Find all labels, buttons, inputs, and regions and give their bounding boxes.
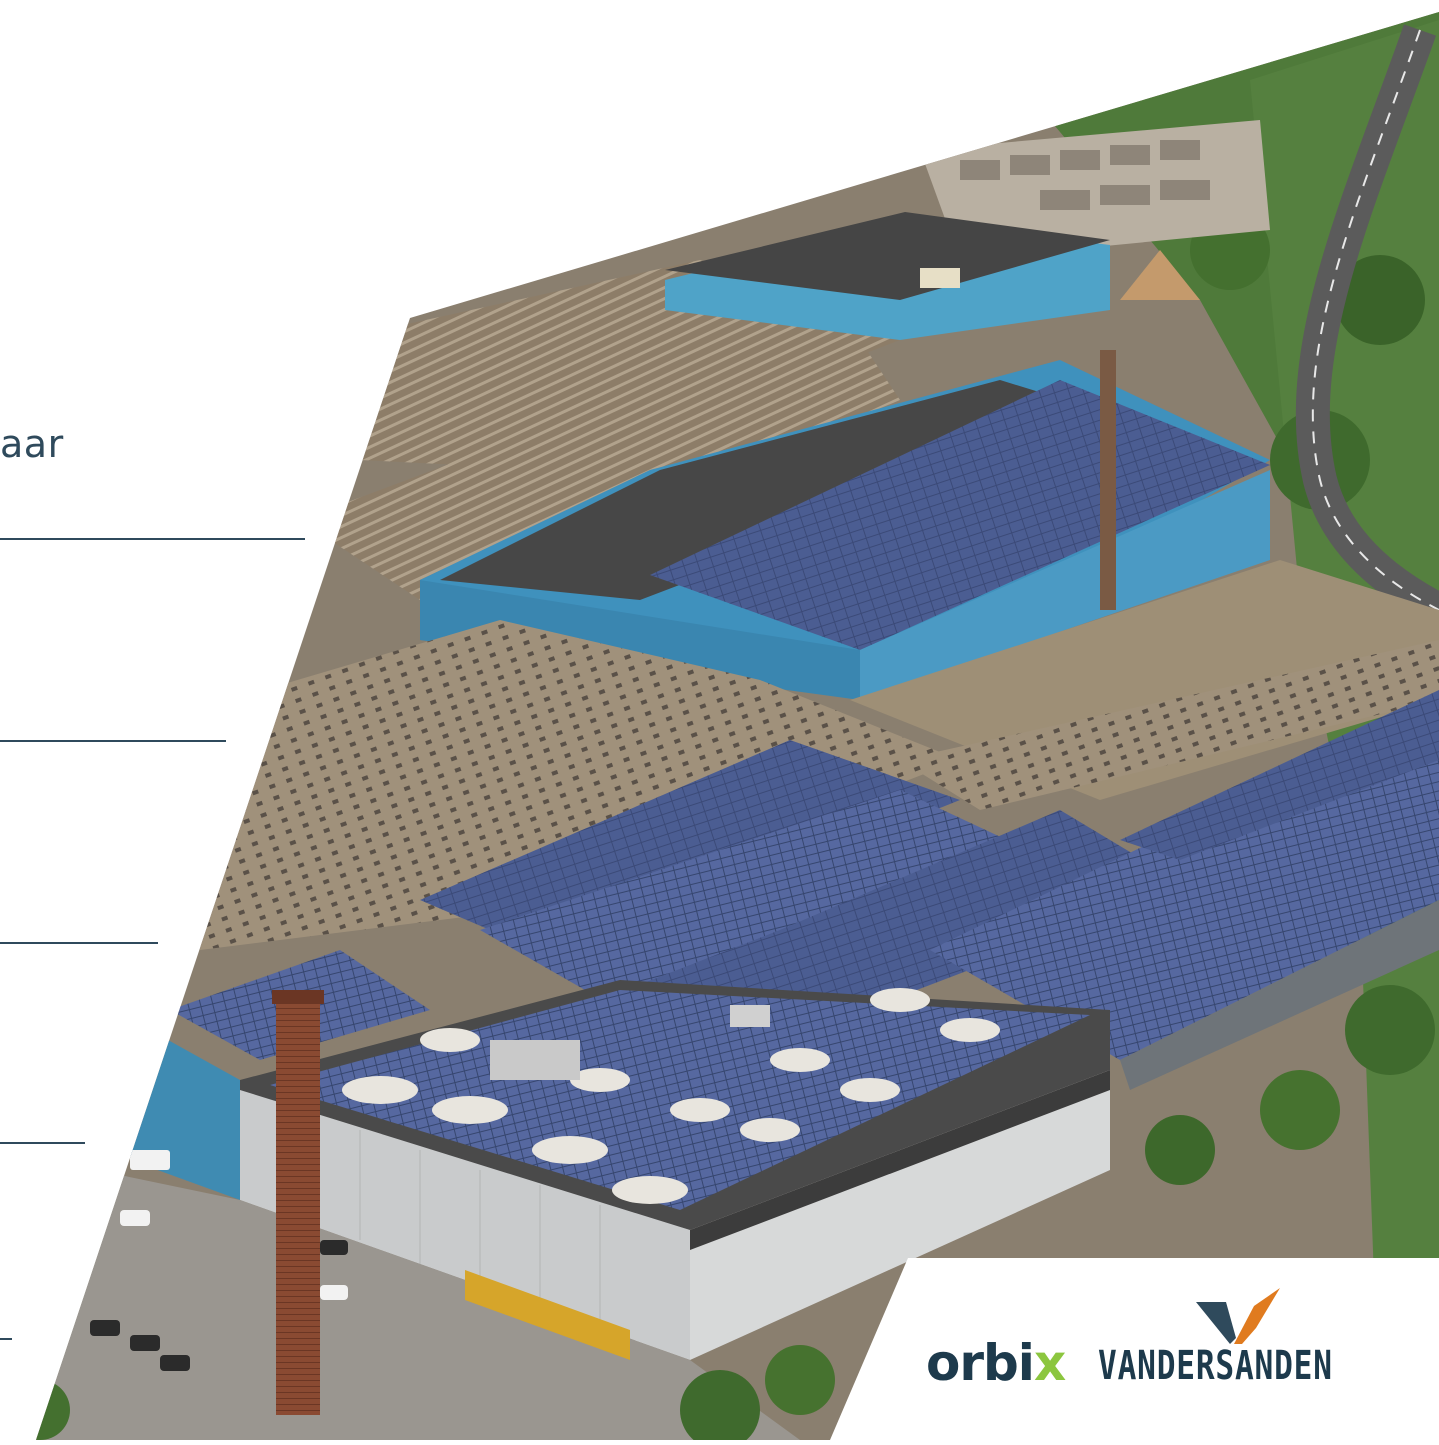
intro-text-fragment: aar	[0, 422, 64, 466]
orbix-logo-accent: x	[1033, 1334, 1066, 1392]
divider-line-2	[0, 740, 226, 742]
divider-line-5	[0, 1338, 12, 1340]
vandersanden-logo-mark	[1196, 1288, 1280, 1344]
divider-line-4	[0, 1142, 85, 1144]
divider-line-1	[0, 538, 305, 540]
orbix-logo-main: orbi	[926, 1334, 1035, 1392]
divider-line-3	[0, 942, 158, 944]
vandersanden-logo-text: VANDERSANDEN	[1098, 1343, 1333, 1389]
orbix-logo: orbix	[926, 1338, 1066, 1388]
